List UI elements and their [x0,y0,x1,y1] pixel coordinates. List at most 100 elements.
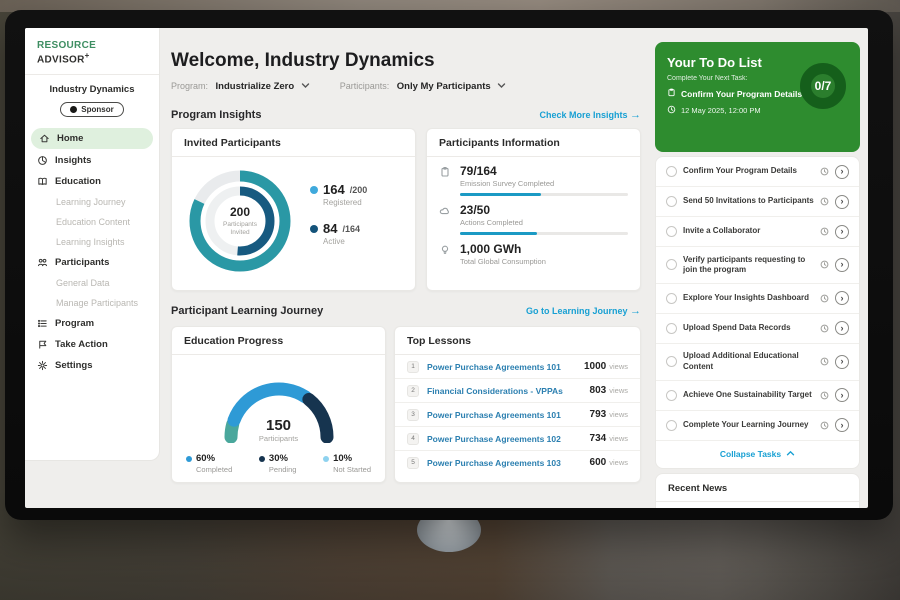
task-checkbox[interactable] [666,389,677,401]
lesson-row: 3 Power Purchase Agreements 101 793 views [395,403,640,427]
task-label: Send 50 Invitations to Participants [683,196,814,206]
chevron-right-button[interactable]: › [835,291,849,306]
chevron-right-button[interactable]: › [835,194,849,209]
task-clock-icon[interactable] [820,294,829,303]
sidebar-item-home[interactable]: Home [31,128,153,150]
chevron-down-icon [497,82,506,92]
sidebar-item-label: Home [57,133,84,145]
task-checkbox[interactable] [666,322,677,334]
arrow-right-icon: → [630,305,641,317]
chevron-right-button[interactable]: › [835,257,849,272]
home-icon [39,133,50,144]
insights-icon [37,155,48,166]
chevron-right-button[interactable]: › [835,321,849,336]
todo-due-date: 12 May 2025, 12:00 PM [681,106,761,115]
task-checkbox[interactable] [666,259,677,271]
lesson-link[interactable]: Power Purchase Agreements 103 [427,457,561,468]
task-row: Upload Spend Data Records › [656,314,859,344]
views-count: 734 [589,433,607,444]
chevron-right-button[interactable]: › [835,224,849,239]
legend-label: Completed [196,465,233,474]
task-checkbox[interactable] [666,226,677,237]
task-label: Explore Your Insights Dashboard [683,293,809,303]
task-clock-icon[interactable] [820,421,829,430]
task-checkbox[interactable] [666,196,677,207]
legend-dot [323,455,330,462]
sidebar-item-learning-insights[interactable]: Learning Insights [56,237,125,248]
lesson-link[interactable]: Power Purchase Agreements 101 [427,409,561,420]
logo-text-resource: RESOURCE [37,40,97,51]
card-title: Invited Participants [172,129,415,157]
views-count: 600 [589,457,607,468]
sidebar-item-settings[interactable]: Settings [25,355,159,376]
task-clock-icon[interactable] [820,227,829,236]
sidebar-item-take-action[interactable]: Take Action [25,334,159,355]
collapse-tasks-link[interactable]: Collapse Tasks [656,441,859,468]
task-label: Verify participants requesting to join t… [683,254,806,274]
sidebar-item-education-content[interactable]: Education Content [56,217,131,228]
list-icon [37,318,48,329]
task-row: Invite a Collaborator › [656,217,859,247]
top-lessons-card: Top Lessons 1 Power Purchase Agreements … [394,326,641,483]
sidebar-item-participants[interactable]: Participants [25,252,159,273]
participants-label: Participants: [339,81,390,91]
card-title: Education Progress [172,327,385,355]
gauge-legend: 60% Completed 30% Pending 10% [172,443,385,474]
todo-subtitle: Complete Your Next Task: [667,75,748,82]
task-label: Invite a Collaborator [683,226,761,236]
task-checkbox[interactable] [666,292,677,304]
task-clock-icon[interactable] [820,260,829,269]
link-label: Go to Learning Journey [525,306,628,316]
people-icon [37,257,48,268]
sidebar-item-manage-participants[interactable]: Manage Participants [56,298,139,309]
sidebar-item-learning-journey[interactable]: Learning Journey [56,197,126,208]
task-clock-icon[interactable] [820,167,829,176]
task-checkbox[interactable] [666,419,677,431]
legend-dot [186,455,192,462]
book-icon [37,176,48,187]
sidebar-item-label: Education [55,176,101,188]
lesson-link[interactable]: Financial Considerations - VPPAs [427,385,563,396]
monitor-bezel: RESOURCE ADVISOR+ Industry Dynamics Spon… [5,10,893,520]
legend-item-pending: 30% Pending [258,453,296,474]
arrow-right-icon: → [630,109,641,121]
sidebar-item-program[interactable]: Program [25,313,159,334]
chevron-right-button[interactable]: › [835,354,849,369]
chevron-right-button[interactable]: › [835,388,849,403]
program-dropdown[interactable]: Program: Industrialize Zero [171,81,310,92]
task-clock-icon[interactable] [820,391,829,400]
check-more-insights-link[interactable]: Check More Insights → [539,109,641,121]
task-row: Upload Additional Educational Content › [656,344,859,381]
legend-pct: 60% [196,453,216,464]
go-to-learning-journey-link[interactable]: Go to Learning Journey → [526,305,641,317]
lesson-link[interactable]: Power Purchase Agreements 101 [427,361,561,372]
task-clock-icon[interactable] [820,324,829,333]
task-clock-icon[interactable] [820,357,829,366]
task-row: Complete Your Learning Journey › [656,411,859,441]
logo-plus: + [84,51,90,60]
task-label: Upload Additional Educational Content [683,351,799,371]
donut-center-label: Participants Invited [223,220,257,236]
views-label: views [609,458,628,467]
sidebar-item-insights[interactable]: Insights [25,150,159,171]
stat-value: 1,000 GWh [460,242,522,256]
link-label: Check More Insights [539,110,628,120]
task-checkbox[interactable] [666,166,677,177]
sidebar-item-label: Settings [55,360,93,372]
task-row: Verify participants requesting to join t… [656,247,859,284]
progress-bar [460,232,628,235]
legend-label: Active [323,237,345,246]
lesson-row: 5 Power Purchase Agreements 103 600 views [395,451,640,474]
legend-dot [310,185,318,194]
views-count: 1000 [583,361,607,372]
lesson-link[interactable]: Power Purchase Agreements 102 [427,433,561,444]
recent-news-title: Recent News [656,474,859,502]
chevron-right-button[interactable]: › [835,164,849,179]
sidebar-item-general-data[interactable]: General Data [56,278,110,289]
stat-global-consumption: 1,000 GWh Total Global Consumption [427,235,640,266]
participants-dropdown[interactable]: Participants: Only My Participants [340,81,507,92]
chevron-right-button[interactable]: › [835,418,849,433]
task-clock-icon[interactable] [820,197,829,206]
task-checkbox[interactable] [666,356,677,368]
sidebar-item-education[interactable]: Education [25,171,159,192]
